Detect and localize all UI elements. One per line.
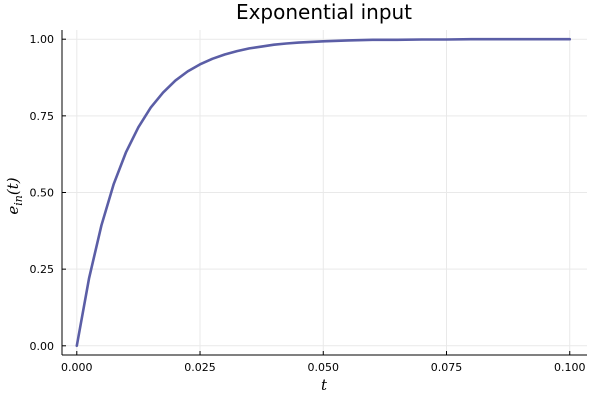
data-point (371, 39, 374, 41)
y-axis-label-subscript: in (12, 195, 25, 206)
data-point (162, 91, 164, 94)
data-point (396, 39, 398, 41)
y-axis-ticks: 0.00 0.25 0.50 0.75 1.00 (30, 33, 66, 353)
data-point (187, 70, 189, 72)
data-point (495, 38, 497, 40)
x-tick-label: 0.000 (61, 361, 93, 374)
y-axis-label-base: e (4, 206, 22, 215)
y-axis-label: ein(t) (4, 177, 25, 214)
data-point (224, 53, 226, 56)
chart-title: Exponential input (236, 0, 412, 24)
data-point (544, 38, 546, 40)
x-tick-label: 0.100 (554, 361, 586, 374)
x-tick-label: 0.050 (308, 361, 340, 374)
data-point (211, 58, 213, 60)
x-axis-ticks: 0.000 0.025 0.050 0.075 0.100 (61, 351, 585, 374)
data-point (76, 345, 78, 347)
y-axis-label-suffix: (t) (4, 177, 22, 195)
y-tick-label: 0.00 (30, 340, 55, 353)
data-point (421, 38, 423, 41)
data-point (285, 42, 287, 45)
x-tick-label: 0.025 (184, 361, 216, 374)
data-point (310, 41, 312, 43)
data-point (261, 45, 263, 48)
data-point (113, 183, 115, 185)
y-tick-label: 0.25 (30, 263, 55, 276)
data-point (273, 44, 275, 46)
y-tick-label: 1.00 (30, 33, 55, 46)
grid (62, 30, 587, 355)
data-point (569, 38, 571, 40)
data-point (137, 126, 140, 128)
x-tick-label: 0.075 (431, 361, 463, 374)
data-point (88, 277, 90, 279)
x-axis-label: t (321, 376, 328, 394)
y-tick-label: 0.50 (30, 187, 55, 200)
data-point (199, 63, 201, 65)
data-point (322, 40, 324, 42)
data-point (236, 50, 238, 52)
data-point (519, 38, 522, 40)
data-point (445, 38, 448, 41)
data-point (150, 106, 152, 109)
series-group (75, 37, 572, 348)
data-point (470, 38, 472, 40)
y-tick-label: 0.75 (30, 110, 55, 123)
data-point (100, 224, 103, 226)
data-point (347, 39, 349, 42)
data-point (248, 47, 250, 49)
data-point (298, 41, 300, 44)
data-point (174, 79, 176, 82)
data-point (125, 151, 127, 153)
